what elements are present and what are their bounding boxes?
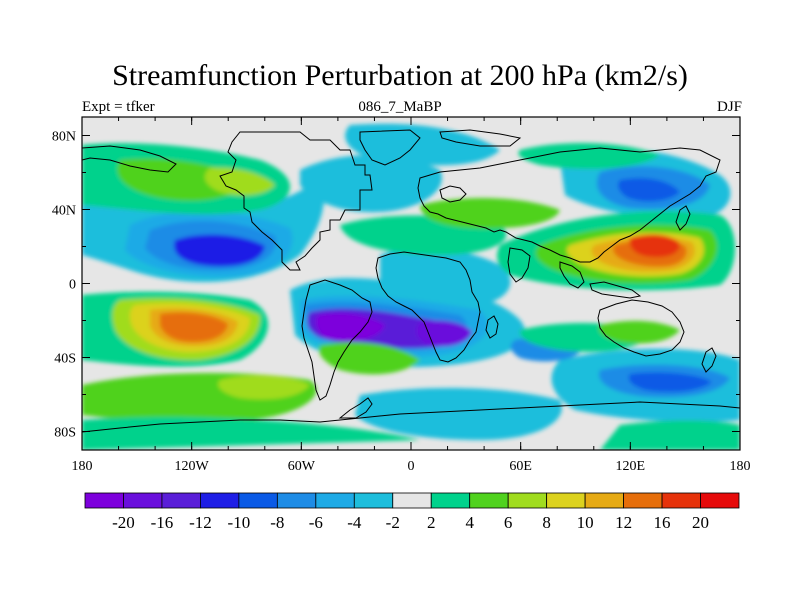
streamfunction-field [82, 117, 740, 450]
x-tick-label: 120W [175, 459, 210, 474]
positive-core-north-pacific-inner [204, 167, 275, 196]
colorbar-label: 10 [577, 513, 594, 532]
season-label: DJF [716, 99, 742, 115]
colorbar-label: -10 [228, 513, 251, 532]
x-tick-label: 180 [72, 459, 93, 474]
plot-title: Streamfunction Perturbation at 200 hPa (… [112, 59, 688, 92]
negative-band-antarctic [355, 388, 562, 440]
colorbar-label: -4 [347, 513, 362, 532]
x-tick-label: 0 [408, 459, 415, 474]
coastline-africa [375, 251, 481, 363]
coastline-eurasia [417, 147, 721, 263]
colorbar-swatch [430, 492, 471, 509]
colorbar-label: -2 [386, 513, 400, 532]
x-tick-label: 60W [288, 459, 316, 474]
positive-band-pole [82, 416, 420, 450]
colorbar-swatch [84, 492, 124, 509]
coastline-europe-inlet [439, 185, 467, 203]
colorbar-label: 6 [504, 513, 513, 532]
x-tick-label: 180 [730, 459, 751, 474]
coastline-madagascar [485, 315, 499, 339]
positive-core-south-pacific-4 [160, 312, 228, 342]
y-tick-label: 0 [69, 278, 76, 293]
negative-core-southern-ocean-inner [628, 372, 712, 392]
colorbar: -20 -16 -12 -10 -8 -6 -4 -2 2 4 6 8 10 12 16 20 [84, 492, 740, 532]
colorbar-swatch [123, 492, 163, 509]
negative-core-north-asia-inner [618, 178, 680, 202]
positive-core-southern-subtropic [598, 320, 680, 344]
colorbar-swatch [200, 492, 240, 509]
coastline-alaska [82, 145, 177, 173]
x-axis: 180 120W 60W 0 60E 120E 180 [72, 117, 751, 474]
positive-core-east-asia-5 [629, 234, 680, 258]
negative-core-south-africa [416, 320, 472, 347]
colorbar-label: 4 [465, 513, 474, 532]
coastline-antarctica [82, 401, 740, 433]
colorbar-swatch [469, 492, 509, 509]
negative-core-pacific-inner [174, 234, 265, 267]
colorbar-label: 16 [654, 513, 671, 532]
coastline-japan [675, 205, 691, 231]
experiment-label: Expt = tfker [82, 99, 155, 115]
coastlines [82, 129, 740, 433]
x-tick-label: 60E [509, 459, 532, 474]
y-tick-label: 40S [54, 352, 76, 367]
coastline-antarctic-peninsula [338, 397, 373, 419]
coastline-north-america [219, 131, 373, 271]
colorbar-label: -8 [270, 513, 284, 532]
colorbar-label: -6 [309, 513, 323, 532]
positive-band-pole-east [600, 420, 740, 450]
colorbar-swatch [353, 492, 394, 509]
y-tick-label: 80S [54, 426, 76, 441]
colorbar-swatch [584, 492, 624, 509]
coastline-india [507, 247, 531, 283]
colorbar-label: 2 [427, 513, 436, 532]
colorbar-swatch [623, 492, 663, 509]
coastline-arctic-islands [439, 129, 522, 147]
case-label: 086_7_MaBP [358, 99, 442, 115]
coastline-southeast-asia [559, 261, 585, 289]
coastline-indonesia [589, 281, 642, 299]
colorbar-label: -16 [151, 513, 174, 532]
coastline-australia [597, 299, 685, 357]
colorbar-label: 12 [615, 513, 632, 532]
positive-band-arctic [518, 143, 660, 169]
y-tick-label: 80N [52, 130, 76, 145]
coastline-greenland [359, 129, 421, 166]
colorbar-swatch [507, 492, 548, 509]
colorbar-label: -20 [112, 513, 135, 532]
colorbar-swatch [392, 492, 432, 509]
colorbar-swatch [161, 492, 201, 509]
coastline-new-zealand [701, 347, 717, 373]
coastline-south-america [301, 279, 373, 401]
x-tick-label: 120E [616, 459, 646, 474]
colorbar-swatch [315, 492, 355, 509]
positive-core-south-atlantic [218, 375, 310, 400]
negative-band-africa-europe [380, 247, 511, 307]
y-axis: 80N 40N 0 40S 80S [52, 130, 740, 441]
positive-core-atlantic [420, 198, 560, 229]
negative-core-south-atlantic [315, 313, 385, 342]
colorbar-swatch [238, 492, 278, 509]
colorbar-swatch [276, 492, 317, 509]
colorbar-label: -12 [189, 513, 212, 532]
colorbar-swatch [661, 492, 701, 509]
negative-band-far-north [345, 123, 500, 166]
y-tick-label: 40N [52, 204, 76, 219]
colorbar-label: 20 [692, 513, 709, 532]
colorbar-label: 8 [542, 513, 551, 532]
positive-band-south-indian [318, 342, 420, 375]
colorbar-swatch [546, 492, 586, 509]
colorbar-swatch [700, 492, 740, 509]
